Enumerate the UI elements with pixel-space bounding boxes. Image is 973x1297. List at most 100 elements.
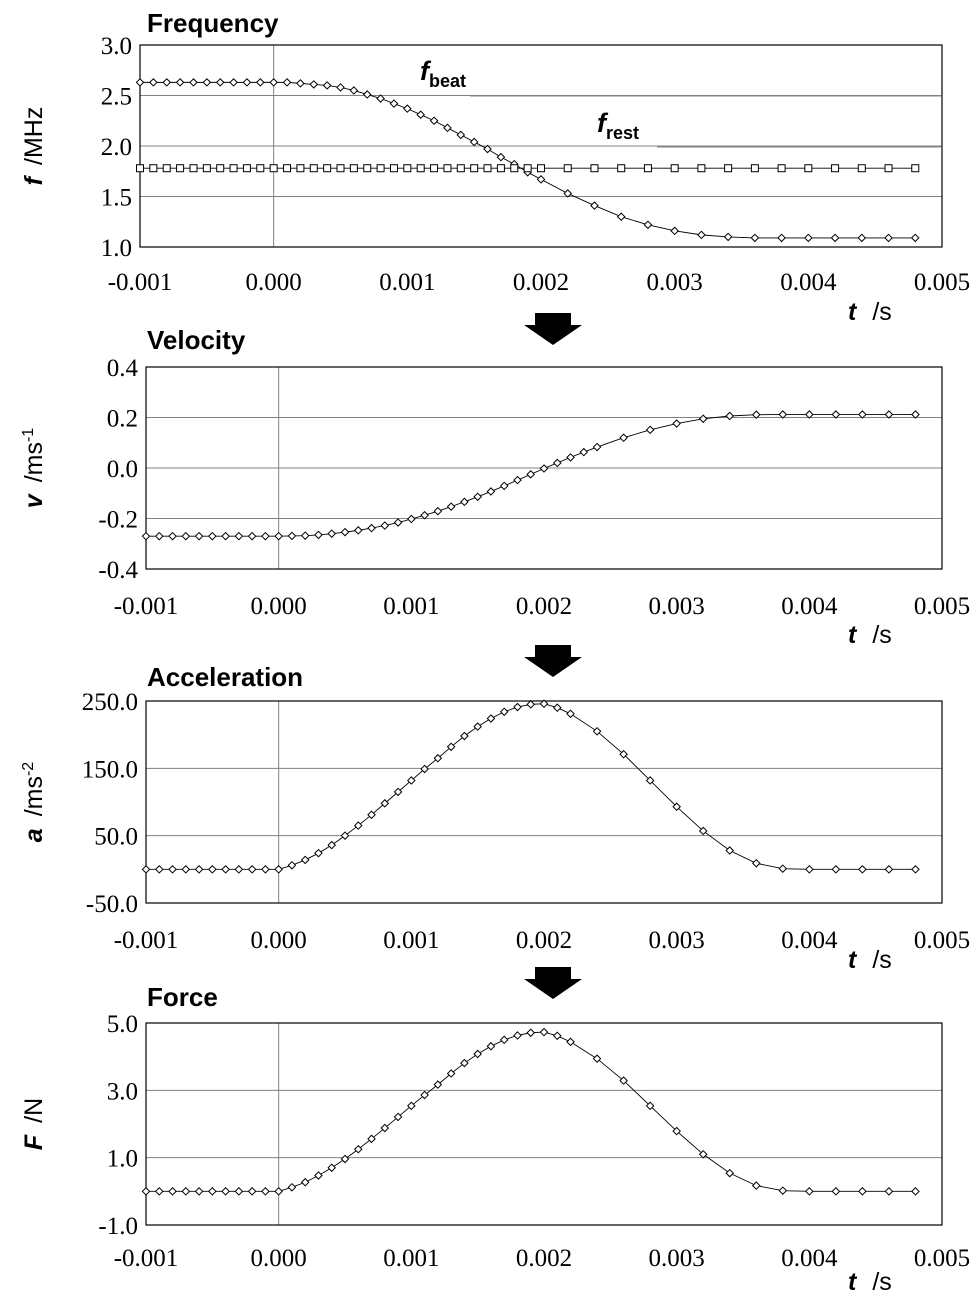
x-tick-label: 0.003 [649,1245,705,1272]
data-point [645,776,655,785]
data-point [296,164,305,173]
data-point [433,753,443,763]
data-point [486,487,496,496]
data-point [168,1187,177,1196]
data-point [698,826,708,836]
data-point [215,78,225,87]
chart-title: Force [147,982,218,1012]
data-point [327,840,337,850]
y-tick-label: 0.4 [107,355,139,382]
data-point [287,1182,297,1192]
data-point [314,1171,323,1180]
data-point [496,164,505,173]
data-point [460,731,469,741]
data-point [189,78,198,87]
data-point [136,164,144,173]
data-point [672,1126,681,1136]
data-point [149,78,158,87]
data-point [327,1163,337,1173]
data-point [380,521,390,530]
series-F [141,1027,920,1196]
data-point [416,110,426,119]
data-point [563,189,573,198]
data-point [750,164,759,173]
data-point [234,865,244,874]
x-tick-label: 0.000 [246,269,302,296]
data-point [296,79,305,88]
x-tick-label: 0.004 [781,593,838,620]
data-point [353,821,363,830]
data-point [911,164,920,173]
data-point [499,481,509,491]
x-tick-label: 0.005 [914,1245,970,1272]
data-point [513,475,522,485]
data-point [619,749,628,759]
x-tick-label: 0.004 [781,1245,838,1272]
y-tick-label: 3.0 [107,1078,138,1105]
data-point [181,531,191,541]
data-point [469,137,479,147]
y-tick-label: 1.5 [101,185,132,212]
y-tick-label: 50.0 [94,824,138,851]
data-point [566,453,575,462]
x-axis-label: t/s [848,1268,892,1296]
y-tick-label: 2.5 [101,84,132,111]
data-point [420,510,429,520]
data-point [229,164,238,173]
data-point [353,1144,363,1154]
data-point [154,1187,164,1196]
data-point [194,1187,204,1196]
data-point [590,164,599,173]
y-tick-label: 1.0 [107,1146,138,1173]
data-point [349,164,358,173]
data-point [592,726,602,736]
data-point [380,1123,390,1133]
data-point [884,233,893,243]
data-point [483,144,492,154]
data-point [242,78,252,87]
series-f_beat [135,78,920,243]
data-point [433,506,443,516]
y-tick-label: -0.4 [98,557,138,584]
x-axis-label: t/s [848,946,892,974]
chart-title: Frequency [147,8,279,38]
data-point [805,865,814,874]
data-point [433,1080,443,1089]
data-point [884,1187,894,1196]
data-point [831,1187,841,1196]
data-point [247,865,257,874]
data-point [592,1054,602,1063]
data-point [698,414,708,424]
data-point [446,742,456,752]
data-point [670,226,679,236]
data-point [229,78,238,87]
y-axis-label: f/MHz [20,107,48,186]
x-tick-label: 0.004 [780,269,837,296]
data-point [513,702,522,712]
series-line [146,1031,916,1192]
data-point [393,787,403,797]
x-axis-label: t/s [848,621,892,649]
data-point [154,865,164,874]
data-point [537,164,545,173]
data-point [202,164,211,173]
data-point [473,1049,482,1059]
data-point [460,1058,469,1068]
data-point [566,709,575,719]
data-point [831,164,840,173]
data-point [300,855,310,865]
data-point [805,410,814,419]
x-tick-label: 0.002 [516,1245,572,1272]
data-point [911,410,920,419]
data-point [403,164,412,173]
data-point [242,164,251,173]
data-point [777,233,786,243]
data-point [858,1187,867,1196]
data-point [831,865,841,874]
data-point [234,1187,244,1196]
data-point [446,1069,456,1078]
data-point [526,1028,536,1038]
down-arrow-icon [524,645,582,677]
series-f_rest [136,164,920,173]
chart-title: Acceleration [147,662,303,692]
